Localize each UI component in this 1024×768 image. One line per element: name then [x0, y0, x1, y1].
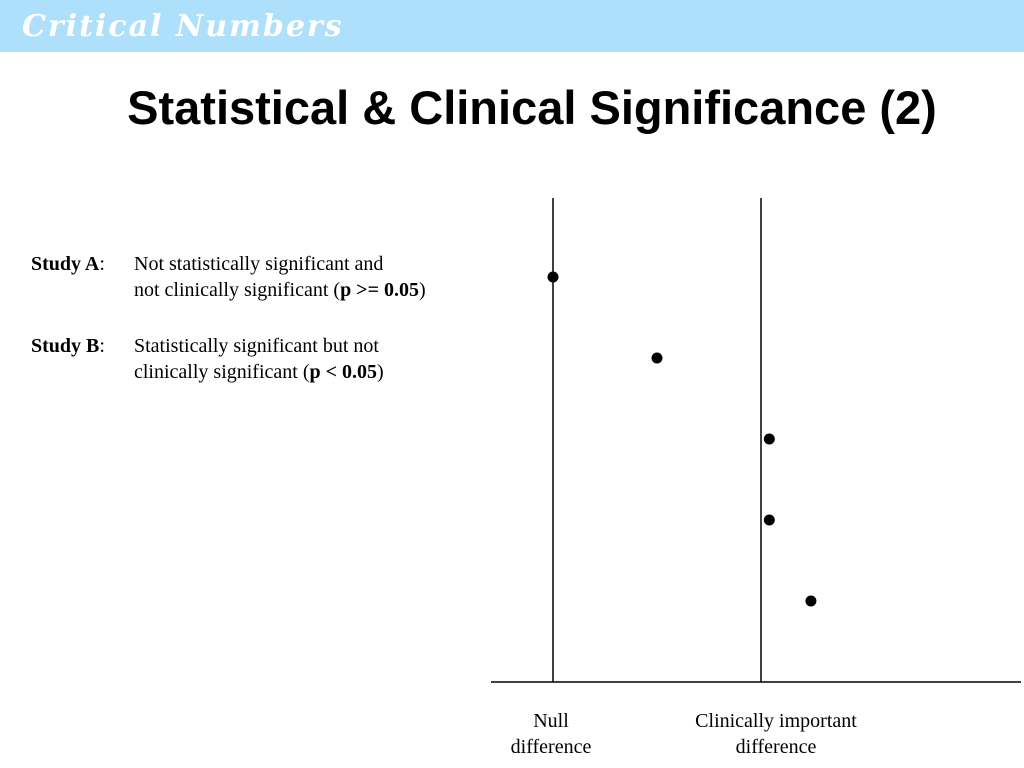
point-estimate-2 — [651, 352, 663, 364]
point-estimate-5 — [805, 595, 817, 607]
study-b-line1: Statistically significant but not — [134, 335, 379, 357]
slide-title: Statistical & Clinical Significance (2) — [127, 81, 937, 134]
clinically-important-difference-label: Clinically important difference — [695, 710, 857, 758]
null-difference-label: Null difference — [510, 710, 592, 758]
point-estimate-4 — [763, 514, 775, 526]
study-a-line2: not clinically significant (p >= 0.05) — [134, 279, 426, 301]
point-estimate-1 — [547, 271, 559, 283]
study-b-line2: clinically significant (p < 0.05) — [134, 361, 384, 383]
point-estimate-3 — [763, 433, 775, 445]
study-b-description: Statistically significant but not clinic… — [134, 333, 384, 385]
study-a-description: Not statistically significant and not cl… — [134, 251, 426, 303]
study-b-label: Study B: — [31, 335, 105, 357]
study-a-line1: Not statistically significant and — [134, 253, 384, 275]
study-a-label: Study A: — [31, 253, 105, 275]
point-estimates — [547, 271, 817, 607]
header-band: Critical Numbers — [0, 0, 1024, 52]
header-banner-text: Critical Numbers — [22, 9, 344, 44]
